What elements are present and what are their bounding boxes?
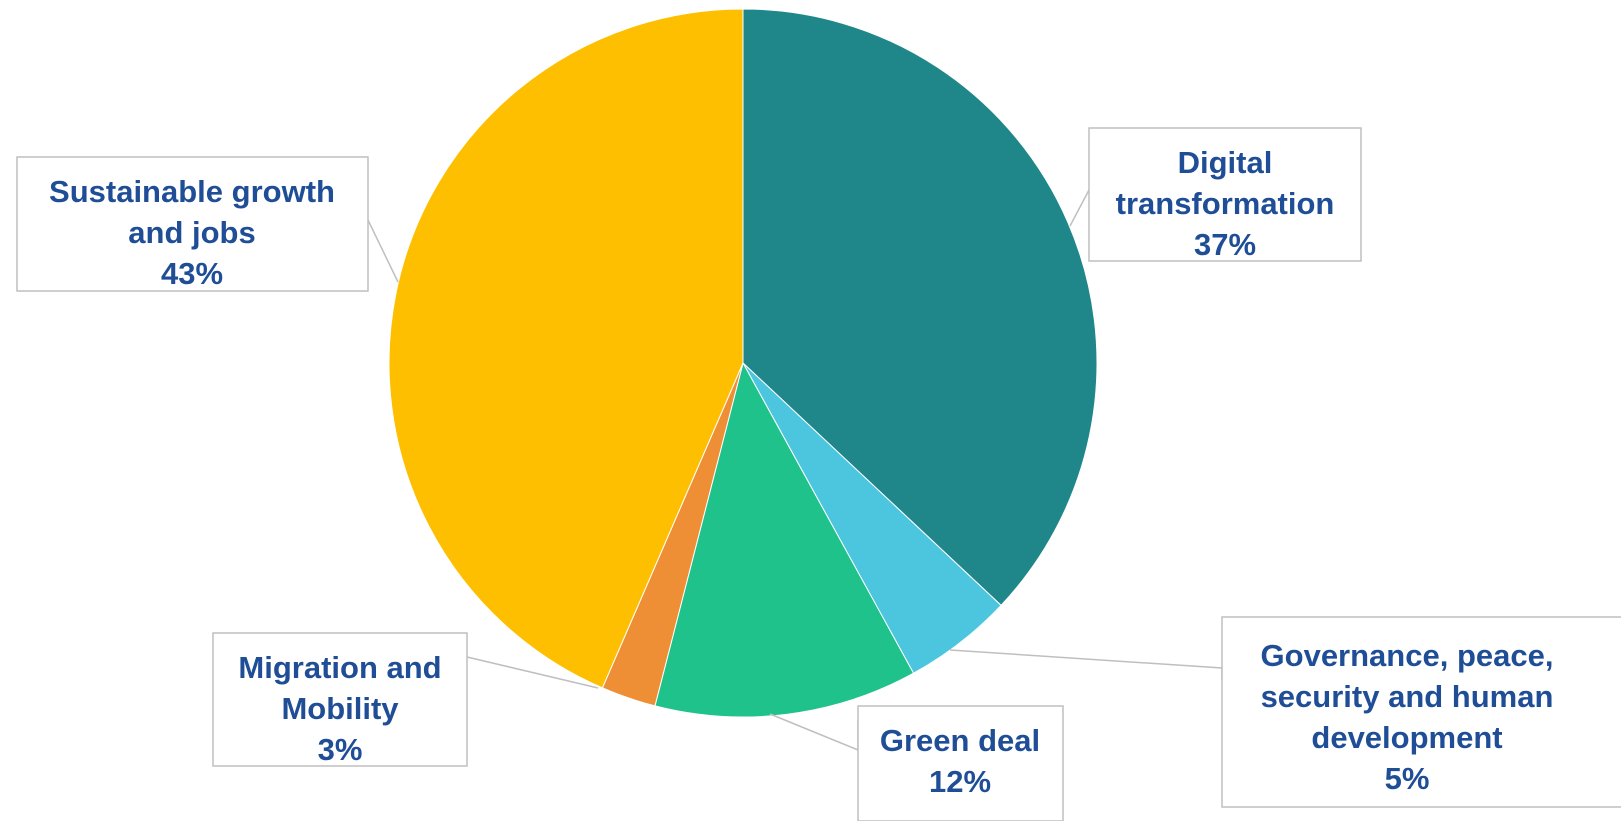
slice-category-label: transformation (1116, 186, 1335, 221)
slice-category-label: Digital (1178, 145, 1273, 180)
slice-category-label: Mobility (281, 691, 399, 726)
leader-line-2 (769, 713, 859, 752)
slice-percent-label: 37% (1194, 227, 1256, 262)
slice-percent-label: 5% (1385, 761, 1430, 796)
data-label-4: Sustainable growth and jobs 43% (16, 156, 369, 292)
slice-category-label: Sustainable growth (49, 174, 335, 209)
pie-slice-4 (388, 8, 744, 689)
data-label-box (1088, 127, 1362, 262)
data-label-text: Digital transformation 37% (1116, 145, 1335, 262)
data-label-1: Governance, peace, security and human deve… (1221, 616, 1621, 808)
slice-category-label: security and human (1261, 679, 1554, 714)
leader-line-4 (367, 219, 399, 283)
slice-category-label: and jobs (128, 215, 255, 250)
data-label-box (857, 705, 1064, 821)
data-label-3: Migration and Mobility 3% (212, 632, 468, 767)
data-label-text: Governance, peace, security and human deve… (1261, 638, 1554, 796)
leader-line-0 (1069, 189, 1090, 227)
data-label-box (212, 632, 468, 767)
leader-line-1 (949, 649, 1223, 680)
pie-slice-0 (742, 8, 1098, 607)
data-label-0: Digital transformation 37% (1088, 127, 1362, 262)
slice-category-label: Governance, peace, (1261, 638, 1554, 673)
slice-percent-label: 43% (161, 256, 223, 291)
data-label-text: Sustainable growth and jobs 43% (49, 174, 335, 291)
data-labels: Digital transformation 37% Governance, peac… (16, 127, 1621, 821)
data-label-2: Green deal 12% (857, 705, 1064, 821)
data-label-box (16, 156, 369, 292)
slice-percent-label: 3% (318, 732, 363, 767)
slice-category-label: Green deal (880, 723, 1040, 758)
leader-line-3 (466, 656, 599, 689)
pie-slice-2 (654, 361, 915, 718)
data-label-text: Green deal 12% (880, 723, 1040, 799)
data-label-box (1221, 616, 1621, 808)
slice-category-label: Migration and (238, 650, 441, 685)
pie-slices (388, 8, 1098, 718)
data-label-text: Migration and Mobility 3% (238, 650, 441, 767)
slice-percent-label: 12% (929, 764, 991, 799)
slice-category-label: development (1311, 720, 1502, 755)
